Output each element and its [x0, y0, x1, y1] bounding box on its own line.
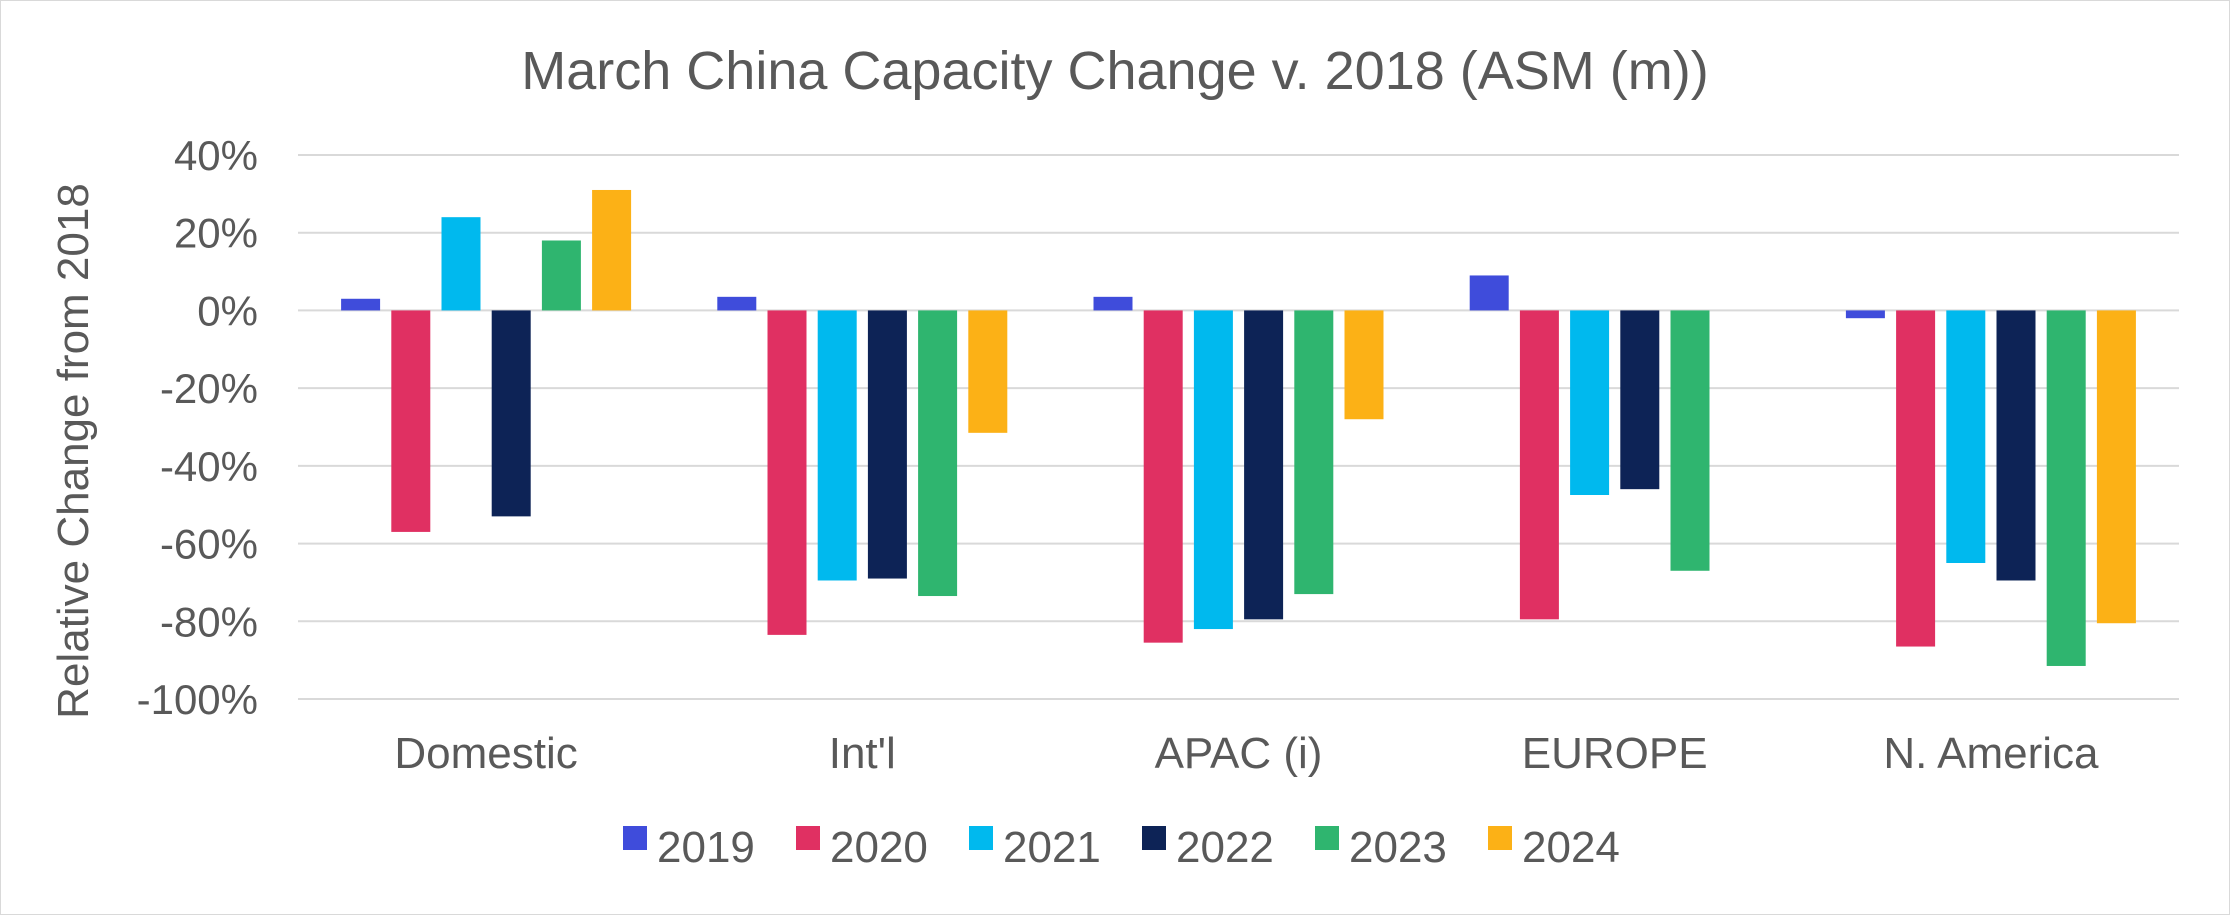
bar-2024-0	[592, 189, 632, 311]
bar-2019-3	[1469, 275, 1509, 311]
bar-2024-4	[2096, 310, 2136, 624]
legend-label-2021: 2021	[1003, 823, 1101, 872]
bar-2019-1	[717, 296, 757, 311]
y-tick-label: 20%	[174, 210, 258, 257]
bar-2023-1	[918, 310, 958, 597]
bar-2021-3	[1570, 310, 1610, 495]
legend: 2019 2020 2021 2022 2023 2024	[623, 823, 1620, 872]
legend-swatch-2019	[623, 826, 647, 850]
bar-2021-1	[817, 310, 857, 581]
x-category-label: APAC (i)	[1155, 729, 1323, 778]
bar-2022-3	[1620, 310, 1660, 490]
bar-2023-0	[541, 240, 581, 311]
bar-2023-4	[2046, 310, 2086, 666]
legend-swatch-2023	[1315, 826, 1339, 850]
x-category-label: EUROPE	[1522, 729, 1708, 778]
x-axis-categories: Domestic Int'l APAC (i) EUROPE N. America	[394, 729, 2099, 778]
bar-2020-1	[767, 310, 807, 635]
bar-group	[341, 189, 2136, 666]
chart-title: March China Capacity Change v. 2018 (ASM…	[521, 41, 1708, 101]
legend-label-2024: 2024	[1522, 823, 1620, 872]
bar-2023-3	[1670, 310, 1710, 571]
bar-2022-0	[491, 310, 531, 517]
legend-label-2022: 2022	[1176, 823, 1274, 872]
legend-swatch-2020	[796, 826, 820, 850]
bar-2020-4	[1896, 310, 1936, 647]
bar-2020-0	[391, 310, 431, 532]
x-category-label: Domestic	[394, 729, 577, 778]
bar-2022-1	[867, 310, 907, 579]
bar-2020-3	[1519, 310, 1559, 620]
y-axis-ticks: 40% 20% 0% -20% -40% -60% -80% -100%	[137, 132, 258, 723]
bar-2019-0	[341, 298, 381, 311]
y-tick-label: 40%	[174, 132, 258, 179]
y-tick-label: -80%	[160, 598, 258, 645]
bar-2024-1	[968, 310, 1008, 433]
x-category-label: Int'l	[829, 729, 896, 778]
y-tick-label: -60%	[160, 521, 258, 568]
bar-2021-4	[1946, 310, 1986, 563]
bar-2019-4	[1845, 310, 1885, 319]
y-tick-label: -40%	[160, 443, 258, 490]
legend-label-2020: 2020	[830, 823, 928, 872]
legend-label-2023: 2023	[1349, 823, 1447, 872]
legend-label-2019: 2019	[657, 823, 755, 872]
bar-2022-2	[1244, 310, 1284, 620]
y-tick-label: 0%	[197, 287, 258, 334]
bar-2019-2	[1093, 296, 1133, 311]
legend-swatch-2022	[1142, 826, 1166, 850]
y-tick-label: -20%	[160, 365, 258, 412]
legend-swatch-2024	[1488, 826, 1512, 850]
bar-2021-0	[441, 217, 481, 311]
bar-2021-2	[1193, 310, 1233, 630]
legend-swatch-2021	[969, 826, 993, 850]
y-axis-label: Relative Change from 2018	[49, 183, 98, 719]
bar-2020-2	[1143, 310, 1183, 643]
y-tick-label: -100%	[137, 676, 258, 723]
x-category-label: N. America	[1883, 729, 2099, 778]
bar-2023-2	[1294, 310, 1334, 595]
bar-2024-2	[1344, 310, 1384, 420]
bar-2022-4	[1996, 310, 2036, 581]
